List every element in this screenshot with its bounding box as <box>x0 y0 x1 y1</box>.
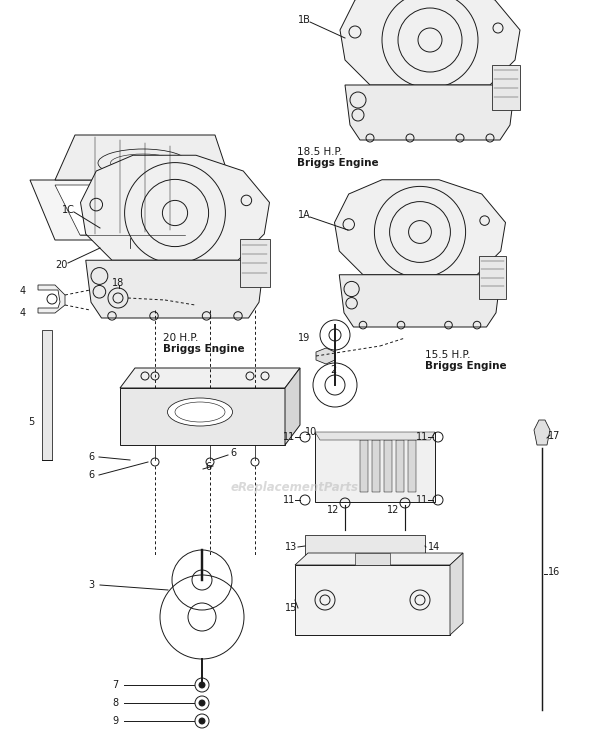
Text: 15: 15 <box>285 603 297 613</box>
Text: 4: 4 <box>20 308 26 318</box>
Polygon shape <box>316 348 335 364</box>
Text: 17: 17 <box>548 431 560 441</box>
Bar <box>408 440 416 492</box>
Bar <box>360 440 368 492</box>
Text: 1A: 1A <box>298 210 311 220</box>
Bar <box>315 432 435 502</box>
Text: 18.5 H.P.: 18.5 H.P. <box>297 147 343 157</box>
Polygon shape <box>450 553 463 635</box>
Polygon shape <box>295 553 463 565</box>
Text: 5: 5 <box>28 417 34 427</box>
Text: 6: 6 <box>88 452 94 462</box>
Text: 11: 11 <box>283 432 295 442</box>
Polygon shape <box>534 420 550 445</box>
Polygon shape <box>335 180 506 275</box>
Text: 20 H.P.: 20 H.P. <box>163 333 198 343</box>
Text: Briggs Engine: Briggs Engine <box>425 361 507 371</box>
Polygon shape <box>315 432 435 440</box>
Text: 19: 19 <box>298 333 310 343</box>
Bar <box>372 440 380 492</box>
Bar <box>295 565 450 635</box>
Text: 6: 6 <box>230 448 236 458</box>
Text: 8: 8 <box>112 698 118 708</box>
Text: 18: 18 <box>112 278 124 288</box>
Text: 6: 6 <box>88 470 94 480</box>
Bar <box>492 65 520 110</box>
Text: 4: 4 <box>20 286 26 296</box>
Text: 14: 14 <box>428 542 440 552</box>
Bar <box>305 535 425 557</box>
Text: 12: 12 <box>327 505 339 515</box>
Polygon shape <box>339 275 501 327</box>
Circle shape <box>127 247 133 253</box>
Polygon shape <box>55 185 205 235</box>
Polygon shape <box>120 388 285 445</box>
Bar <box>42 330 52 460</box>
Circle shape <box>199 682 205 688</box>
Ellipse shape <box>168 398 232 426</box>
Text: 15.5 H.P.: 15.5 H.P. <box>425 350 470 360</box>
Text: 6: 6 <box>205 462 211 472</box>
Text: eReplacementParts: eReplacementParts <box>231 482 359 495</box>
Polygon shape <box>80 156 270 260</box>
Polygon shape <box>340 0 520 85</box>
Text: Briggs Engine: Briggs Engine <box>297 158 379 168</box>
Polygon shape <box>120 368 300 388</box>
Text: 2: 2 <box>330 365 336 375</box>
Bar <box>355 553 390 565</box>
Text: 11: 11 <box>283 495 295 505</box>
Polygon shape <box>86 260 264 318</box>
Text: 12: 12 <box>387 505 399 515</box>
Text: 1B: 1B <box>298 15 311 25</box>
Bar <box>240 239 270 286</box>
Circle shape <box>199 718 205 724</box>
Polygon shape <box>55 135 230 180</box>
Bar <box>396 440 404 492</box>
Text: 10: 10 <box>305 427 317 437</box>
Text: 9: 9 <box>112 716 118 726</box>
Text: 11: 11 <box>416 432 428 442</box>
Text: 20: 20 <box>55 260 67 270</box>
Text: Briggs Engine: Briggs Engine <box>163 344 245 354</box>
Polygon shape <box>38 285 65 313</box>
Circle shape <box>199 700 205 706</box>
Text: 16: 16 <box>548 567 560 577</box>
Text: 7: 7 <box>112 680 118 690</box>
Text: 3: 3 <box>88 580 94 590</box>
Bar <box>479 256 506 298</box>
Bar <box>384 440 392 492</box>
Polygon shape <box>285 368 300 445</box>
Text: 13: 13 <box>285 542 297 552</box>
Polygon shape <box>345 85 515 140</box>
Text: 1C: 1C <box>62 205 75 215</box>
Text: 11: 11 <box>416 495 428 505</box>
Polygon shape <box>30 180 230 240</box>
